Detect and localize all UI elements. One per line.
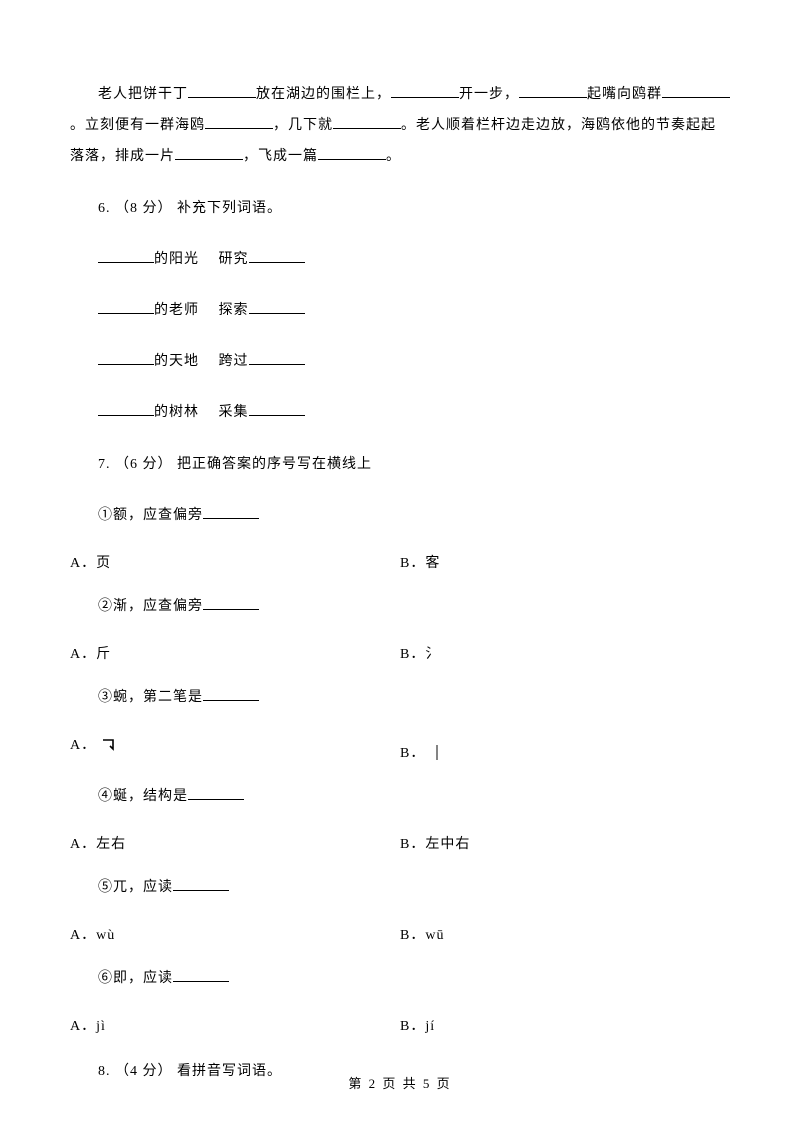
q7-prompt-text: ②渐，应查偏旁 (98, 599, 203, 614)
passage-seg-3: 开一步， (459, 87, 519, 102)
blank[interactable] (188, 786, 244, 800)
blank[interactable] (98, 300, 154, 314)
blank[interactable] (391, 84, 459, 98)
q7-options-1: A．斤 B．氵 (70, 643, 730, 663)
option-b[interactable]: B． (400, 742, 730, 763)
q7-prompt-5: ⑥即，应读 (70, 964, 730, 995)
blank[interactable] (203, 596, 259, 610)
q7-prompt-2: ③蜿，第二笔是 (70, 683, 730, 714)
q6-row-3: 的树林 采集 (70, 398, 730, 429)
q7-prompt-3: ④蜒，结构是 (70, 782, 730, 813)
option-b[interactable]: B．wū (400, 924, 730, 944)
q7-prompt-text: ③蜿，第二笔是 (98, 690, 203, 705)
option-a[interactable]: A．wù (70, 924, 400, 944)
passage-seg-5: 。立刻便有一群海鸥 (70, 118, 205, 133)
option-a[interactable]: A．斤 (70, 643, 400, 663)
q6-label: 的老师 (154, 303, 199, 318)
q7-prompt-text: ⑤兀，应读 (98, 880, 173, 895)
blank[interactable] (249, 402, 305, 416)
blank[interactable] (249, 249, 305, 263)
blank[interactable] (98, 351, 154, 365)
passage-seg-2: 放在湖边的围栏上， (256, 87, 391, 102)
q6-label: 的天地 (154, 354, 199, 369)
blank[interactable] (98, 249, 154, 263)
blank[interactable] (249, 351, 305, 365)
q7-prompt-text: ⑥即，应读 (98, 971, 173, 986)
option-b[interactable]: B．客 (400, 552, 730, 572)
blank[interactable] (173, 968, 229, 982)
q6-label: 采集 (219, 405, 249, 420)
q7-title: 7. （6 分） 把正确答案的序号写在横线上 (70, 450, 730, 481)
q7-options-3: A．左右 B．左中右 (70, 833, 730, 853)
q6-label: 研究 (219, 252, 249, 267)
blank[interactable] (205, 115, 273, 129)
option-b[interactable]: B．左中右 (400, 833, 730, 853)
option-a[interactable]: A．左右 (70, 833, 400, 853)
q7-prompt-text: ④蜒，结构是 (98, 789, 188, 804)
blank[interactable] (203, 687, 259, 701)
q6-row-0: 的阳光 研究 (70, 245, 730, 276)
q6-row-1: 的老师 探索 (70, 296, 730, 327)
q7-options-2: A． B． (70, 734, 730, 763)
blank[interactable] (175, 146, 243, 160)
blank[interactable] (173, 877, 229, 891)
option-b[interactable]: B．氵 (400, 643, 730, 663)
passage-paragraph: 老人把饼干丁放在湖边的围栏上，开一步，起嘴向鸥群。立刻便有一群海鸥，几下就。老人… (70, 80, 730, 172)
q7-options-5: A．jì B．jí (70, 1015, 730, 1035)
option-a[interactable]: A．jì (70, 1015, 400, 1035)
q6-label: 跨过 (219, 354, 249, 369)
page-footer: 第 2 页 共 5 页 (0, 1073, 800, 1092)
blank[interactable] (333, 115, 401, 129)
passage-seg-6: ，几下就 (273, 118, 333, 133)
option-b-label: B． (400, 746, 425, 761)
q6-title: 6. （8 分） 补充下列词语。 (70, 194, 730, 225)
option-a[interactable]: A．页 (70, 552, 400, 572)
q7-prompt-1: ②渐，应查偏旁 (70, 592, 730, 623)
stroke-vertical-icon (430, 744, 442, 762)
passage-seg-8: ，飞成一篇 (243, 149, 318, 164)
q6-label: 的树林 (154, 405, 199, 420)
passage-seg-1: 老人把饼干丁 (98, 87, 188, 102)
blank[interactable] (98, 402, 154, 416)
q7-options-4: A．wù B．wū (70, 924, 730, 944)
blank[interactable] (519, 84, 587, 98)
q6-label: 探索 (219, 303, 249, 318)
q6-label: 的阳光 (154, 252, 199, 267)
option-a-label: A． (70, 738, 96, 753)
blank[interactable] (188, 84, 256, 98)
blank[interactable] (203, 505, 259, 519)
blank[interactable] (318, 146, 386, 160)
option-a[interactable]: A． (70, 734, 400, 763)
stroke-hook-icon (101, 737, 117, 753)
blank[interactable] (249, 300, 305, 314)
passage-seg-4: 起嘴向鸥群 (587, 87, 662, 102)
q7-prompt-4: ⑤兀，应读 (70, 873, 730, 904)
passage-seg-9: 。 (386, 149, 401, 164)
q7-options-0: A．页 B．客 (70, 552, 730, 572)
q7-prompt-text: ①额，应查偏旁 (98, 508, 203, 523)
blank[interactable] (662, 84, 730, 98)
q6-row-2: 的天地 跨过 (70, 347, 730, 378)
q7-prompt-0: ①额，应查偏旁 (70, 501, 730, 532)
option-b[interactable]: B．jí (400, 1015, 730, 1035)
